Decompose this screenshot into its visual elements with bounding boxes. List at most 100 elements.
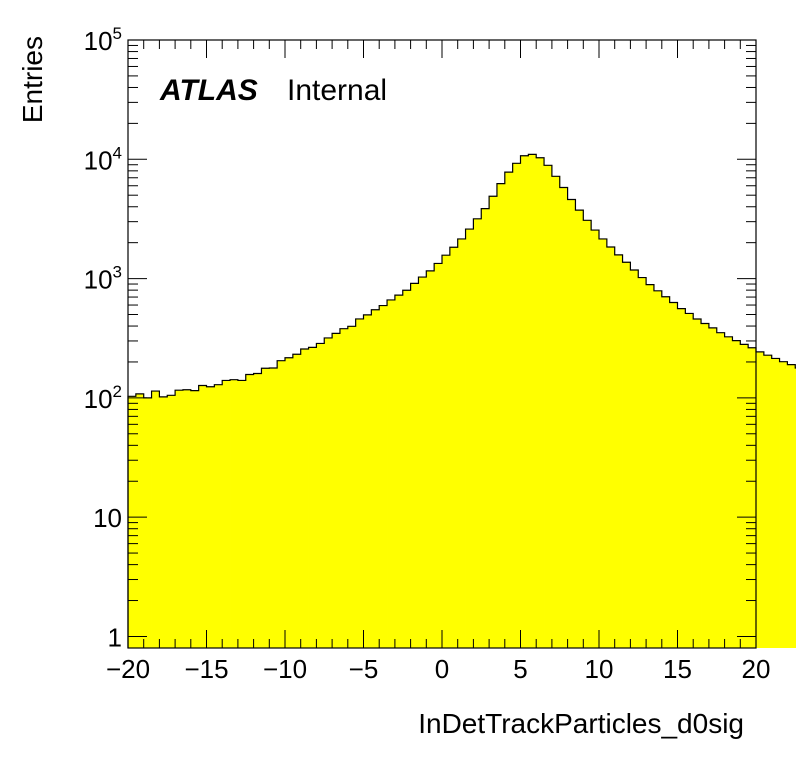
histogram-bin [402,290,411,648]
y-tick-label: 103 [84,263,122,295]
histogram-bin [575,210,584,649]
histogram-bin [685,313,694,648]
histogram-bin [583,220,592,648]
histogram-bin [449,247,459,648]
histogram-bin [237,380,247,648]
histogram-bin [347,326,357,648]
histogram-bin [489,196,498,648]
atlas-label: ATLAS [159,74,258,107]
histogram-bin [606,246,616,649]
histogram-bin [151,391,160,648]
histogram-bin [693,319,702,648]
histogram-bin [528,154,537,648]
histogram-bin [426,270,435,648]
x-axis-label: InDetTrackParticles_d0sig [418,708,744,739]
histogram-bin [536,157,545,648]
y-tick-label: 10 [93,503,122,533]
histogram-bin [261,368,270,648]
histogram-bin [332,333,341,648]
histogram-bin [442,255,451,648]
histogram-bin [277,360,286,648]
histogram-bin [740,344,749,648]
x-tick-label: −15 [184,654,228,684]
histogram-bin [481,208,490,648]
histogram-bin [724,336,733,648]
histogram-bin [434,263,443,648]
histogram-bin [457,238,466,648]
histogram-bin [512,163,521,648]
plot-area: −20 −15 −10 −5 0 5 10 15 20 1 10 102 103 104 105 [84,24,796,684]
histogram-bin [520,155,529,648]
histogram-bin [269,367,278,648]
histogram-bin [771,358,780,648]
x-tick-label: 20 [742,654,771,684]
histogram-bin [214,384,223,648]
histogram-bin [779,361,788,648]
histogram-bin [708,327,718,648]
y-tick-label: 105 [84,24,122,56]
histogram-bin [355,318,364,648]
status-label: Internal [287,74,387,107]
histogram-bin [308,347,317,648]
y-tick-label: 102 [84,382,122,414]
histogram-bin [410,283,419,648]
histogram-bin [496,183,506,648]
histogram-bin [653,290,663,648]
histogram-bin [473,218,482,648]
histogram-bin [285,357,294,648]
histogram-bin [622,262,631,648]
histogram-bin [198,385,207,648]
x-tick-label: −10 [263,654,307,684]
x-tick-label: −20 [106,654,150,684]
histogram-bin [567,199,576,648]
histogram-bin [379,305,388,648]
histogram-bin [190,390,200,648]
histogram-bin [339,328,349,648]
histogram-bin [646,284,655,648]
histogram-bin [504,172,514,648]
histogram-bin [324,337,333,648]
histogram-bin [206,386,215,648]
histogram-bin [316,343,325,648]
x-tick-label: 0 [435,654,449,684]
histogram-bin [292,354,302,648]
histogram-bin [159,396,168,648]
histogram-bin [716,332,725,648]
histogram-bin [143,397,152,648]
x-tick-label: 5 [513,654,527,684]
x-tick-label: 10 [585,654,614,684]
histogram-bin [182,389,192,648]
histogram-bin [465,229,474,649]
histogram-bin [732,340,741,648]
histogram-bin [756,351,765,648]
y-tick-label: 104 [84,143,122,175]
histogram-bin [394,295,404,648]
histogram-bin [253,373,262,648]
histogram-bin [559,187,568,648]
y-tick-label: 1 [108,622,122,652]
histogram-bin [614,254,623,648]
histogram-bin [371,309,380,648]
y-axis-label-group: Entries [17,36,48,123]
histogram-bin [300,348,309,648]
histogram-bin [363,314,372,648]
histogram-bin [661,296,671,648]
histogram-bin [544,165,553,648]
histogram-bin [701,323,710,648]
histogram-bin [135,393,145,648]
histogram-bin [387,299,396,648]
histogram-bin [787,364,796,648]
histogram-bin [638,277,647,648]
histogram-bin [245,374,254,648]
histogram-bin [748,347,757,648]
x-tick-label: 15 [663,654,692,684]
y-axis-label: Entries [17,36,48,123]
histogram-outline [127,153,796,648]
histogram-bin [167,395,176,648]
histogram-bin [599,238,608,648]
histogram-bin [230,379,239,648]
histogram-bin [222,380,231,648]
histogram-bin [630,270,639,648]
histogram-bin [551,176,561,649]
